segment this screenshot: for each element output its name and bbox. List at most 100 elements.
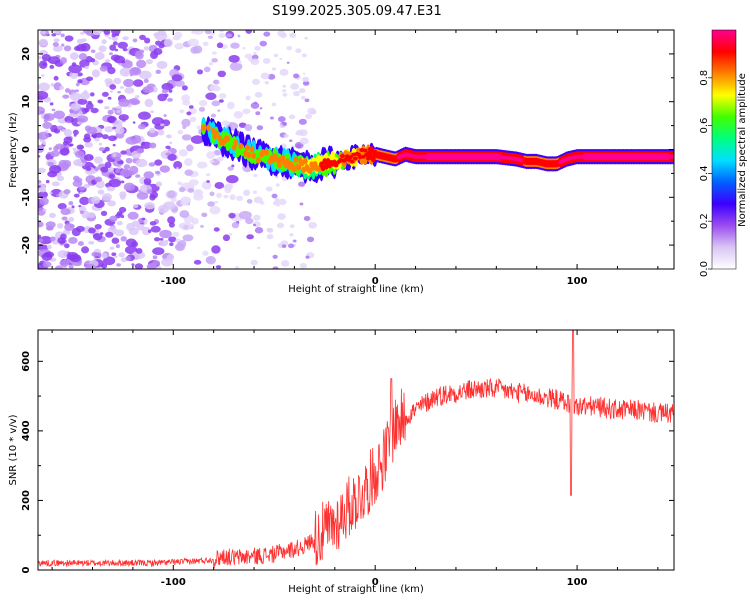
noise-blob bbox=[202, 41, 209, 47]
noise-blob bbox=[80, 42, 91, 52]
noise-blob bbox=[112, 153, 117, 158]
noise-blob bbox=[196, 161, 208, 169]
noise-blob bbox=[64, 88, 71, 93]
noise-blob bbox=[264, 81, 270, 85]
noise-blob bbox=[100, 166, 109, 173]
noise-blob bbox=[293, 239, 297, 243]
noise-blob bbox=[277, 116, 286, 123]
noise-blob bbox=[169, 242, 174, 247]
noise-blob bbox=[154, 237, 161, 242]
noise-blob bbox=[55, 143, 65, 150]
noise-blob bbox=[165, 190, 178, 199]
noise-blob bbox=[116, 109, 121, 113]
noise-blob bbox=[252, 214, 261, 221]
noise-blob bbox=[137, 124, 146, 130]
noise-blob bbox=[83, 89, 88, 94]
noise-blob bbox=[237, 34, 241, 38]
noise-blob bbox=[94, 224, 102, 230]
noise-blob bbox=[208, 61, 214, 66]
ridge-cell bbox=[264, 149, 269, 156]
noise-blob bbox=[184, 158, 193, 167]
noise-blob bbox=[212, 51, 217, 55]
noise-blob bbox=[191, 30, 196, 35]
noise-blob bbox=[50, 83, 55, 87]
noise-blob bbox=[111, 252, 117, 257]
noise-blob bbox=[177, 129, 184, 135]
noise-blob bbox=[274, 197, 280, 202]
noise-blob bbox=[68, 112, 75, 117]
colorbar-frame bbox=[711, 29, 737, 270]
noise-blob bbox=[305, 113, 313, 120]
noise-blob bbox=[57, 222, 64, 229]
noise-blob bbox=[146, 263, 156, 269]
noise-blob bbox=[253, 174, 258, 178]
noise-blob bbox=[214, 181, 225, 189]
ridge-cell bbox=[233, 139, 239, 146]
noise-blob bbox=[253, 190, 258, 194]
noise-blob bbox=[252, 223, 257, 227]
noise-blob bbox=[229, 194, 236, 201]
noise-blob bbox=[223, 194, 229, 199]
ridge-cell bbox=[238, 142, 244, 150]
noise-blob bbox=[271, 67, 277, 71]
noise-blob bbox=[141, 217, 146, 221]
noise-blob bbox=[216, 156, 224, 162]
noise-blob bbox=[114, 33, 120, 37]
noise-blob bbox=[103, 256, 116, 266]
snr-ytick-label: 600 bbox=[21, 351, 32, 372]
noise-blob bbox=[210, 113, 217, 118]
noise-blob bbox=[148, 162, 156, 167]
noise-blob bbox=[138, 111, 151, 120]
ridge-cell bbox=[671, 154, 674, 159]
noise-blob bbox=[204, 30, 212, 35]
colorbar: 0.0 0.2 0.4 0.6 0.8 Normalized spectral ampl… bbox=[699, 29, 748, 277]
noise-blob bbox=[107, 116, 116, 124]
noise-blob bbox=[219, 30, 224, 33]
noise-blob bbox=[168, 89, 173, 93]
ridge-cell bbox=[307, 167, 313, 175]
noise-blob bbox=[174, 42, 184, 50]
ridge-cell bbox=[201, 124, 206, 131]
noise-blob bbox=[153, 32, 160, 37]
noise-blob bbox=[167, 97, 173, 102]
noise-blob bbox=[276, 222, 285, 229]
noise-blob bbox=[187, 38, 199, 47]
noise-blob bbox=[144, 98, 154, 108]
noise-blob bbox=[114, 126, 125, 135]
noise-blob bbox=[109, 246, 115, 250]
noise-blob bbox=[159, 240, 169, 247]
noise-blob bbox=[215, 265, 222, 269]
noise-blob bbox=[250, 259, 258, 266]
spectrogram-xlabel: Height of straight line (km) bbox=[288, 284, 424, 295]
noise-blob bbox=[207, 35, 213, 39]
noise-blob bbox=[113, 255, 118, 259]
noise-blob bbox=[167, 216, 176, 224]
noise-blob bbox=[49, 102, 54, 106]
noise-blob bbox=[296, 144, 302, 148]
noise-blob bbox=[193, 193, 204, 201]
snr-series-line bbox=[38, 330, 674, 569]
noise-blob bbox=[182, 99, 191, 106]
noise-blob bbox=[90, 107, 99, 114]
noise-blob bbox=[107, 66, 116, 75]
noise-blob bbox=[190, 46, 200, 54]
noise-blob bbox=[211, 245, 221, 254]
noise-blob bbox=[39, 235, 53, 245]
ridge-cell bbox=[214, 130, 219, 137]
noise-blob bbox=[107, 96, 112, 100]
noise-blob bbox=[47, 161, 54, 167]
ridge-cell bbox=[348, 155, 353, 160]
noise-blob bbox=[49, 191, 53, 195]
noise-blob bbox=[111, 36, 118, 41]
noise-blob bbox=[177, 181, 183, 186]
noise-blob bbox=[117, 166, 122, 170]
noise-blob bbox=[218, 33, 226, 38]
spectrogram-xtick-label: 0 bbox=[372, 276, 379, 287]
noise-blob bbox=[201, 180, 212, 190]
noise-blob bbox=[209, 191, 215, 197]
noise-blob bbox=[168, 236, 177, 243]
noise-blob bbox=[202, 250, 209, 256]
noise-blob bbox=[213, 200, 219, 204]
